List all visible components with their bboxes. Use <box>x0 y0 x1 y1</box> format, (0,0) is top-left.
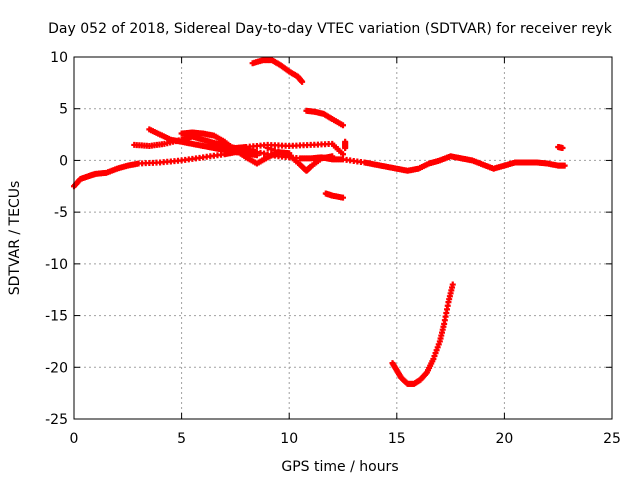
y-tick-label: -20 <box>45 360 68 376</box>
y-tick-label: 0 <box>59 153 68 169</box>
ticks: 0 5 10 15 20 25 -25 -20 -15 -10 -5 0 5 10 <box>45 50 621 447</box>
plot-frame <box>73 56 613 420</box>
data-point <box>340 194 346 201</box>
y-tick-label: -15 <box>45 309 68 325</box>
x-tick-label: 10 <box>280 431 298 447</box>
series-trace-dip <box>389 281 456 387</box>
data-point <box>340 122 346 129</box>
x-tick-label: 25 <box>603 431 621 447</box>
series-layer <box>71 57 568 387</box>
y-tick-label: -10 <box>45 257 68 273</box>
x-tick-label: 0 <box>70 431 79 447</box>
data-point <box>275 148 282 155</box>
data-point <box>264 145 271 152</box>
series-trace-blip-right <box>342 138 349 152</box>
data-point <box>559 145 566 152</box>
y-axis-label: SDTVAR / TECUs <box>7 181 23 296</box>
series-trace-end-blip <box>555 143 566 152</box>
data-point <box>340 151 346 158</box>
x-tick-label: 20 <box>495 431 513 447</box>
data-point <box>271 147 278 154</box>
data-point <box>282 151 289 158</box>
x-tick-label: 15 <box>388 431 406 447</box>
series-trace-short-low <box>322 190 346 201</box>
data-point <box>561 162 568 169</box>
series-trace-mid-right <box>303 107 346 129</box>
y-tick-label: 10 <box>50 50 68 66</box>
grid <box>74 57 612 419</box>
series-trace-upper-d <box>264 145 336 174</box>
series-trace-top <box>249 57 306 85</box>
y-tick-label: 5 <box>59 102 68 118</box>
data-point <box>342 145 349 152</box>
x-tick-label: 5 <box>177 431 186 447</box>
data-point <box>329 153 336 160</box>
series-trace-main-low <box>71 147 568 190</box>
chart-title: Day 052 of 2018, Sidereal Day-to-day VTE… <box>48 21 613 37</box>
data-point <box>279 149 286 156</box>
y-tick-label: -5 <box>54 205 68 221</box>
series-trace-upper-b <box>146 126 260 159</box>
data-point <box>268 146 275 153</box>
data-point <box>299 78 306 85</box>
y-tick-label: -25 <box>45 412 68 428</box>
data-point <box>449 281 456 288</box>
x-axis-label: GPS time / hours <box>281 459 398 475</box>
data-point <box>253 152 260 159</box>
